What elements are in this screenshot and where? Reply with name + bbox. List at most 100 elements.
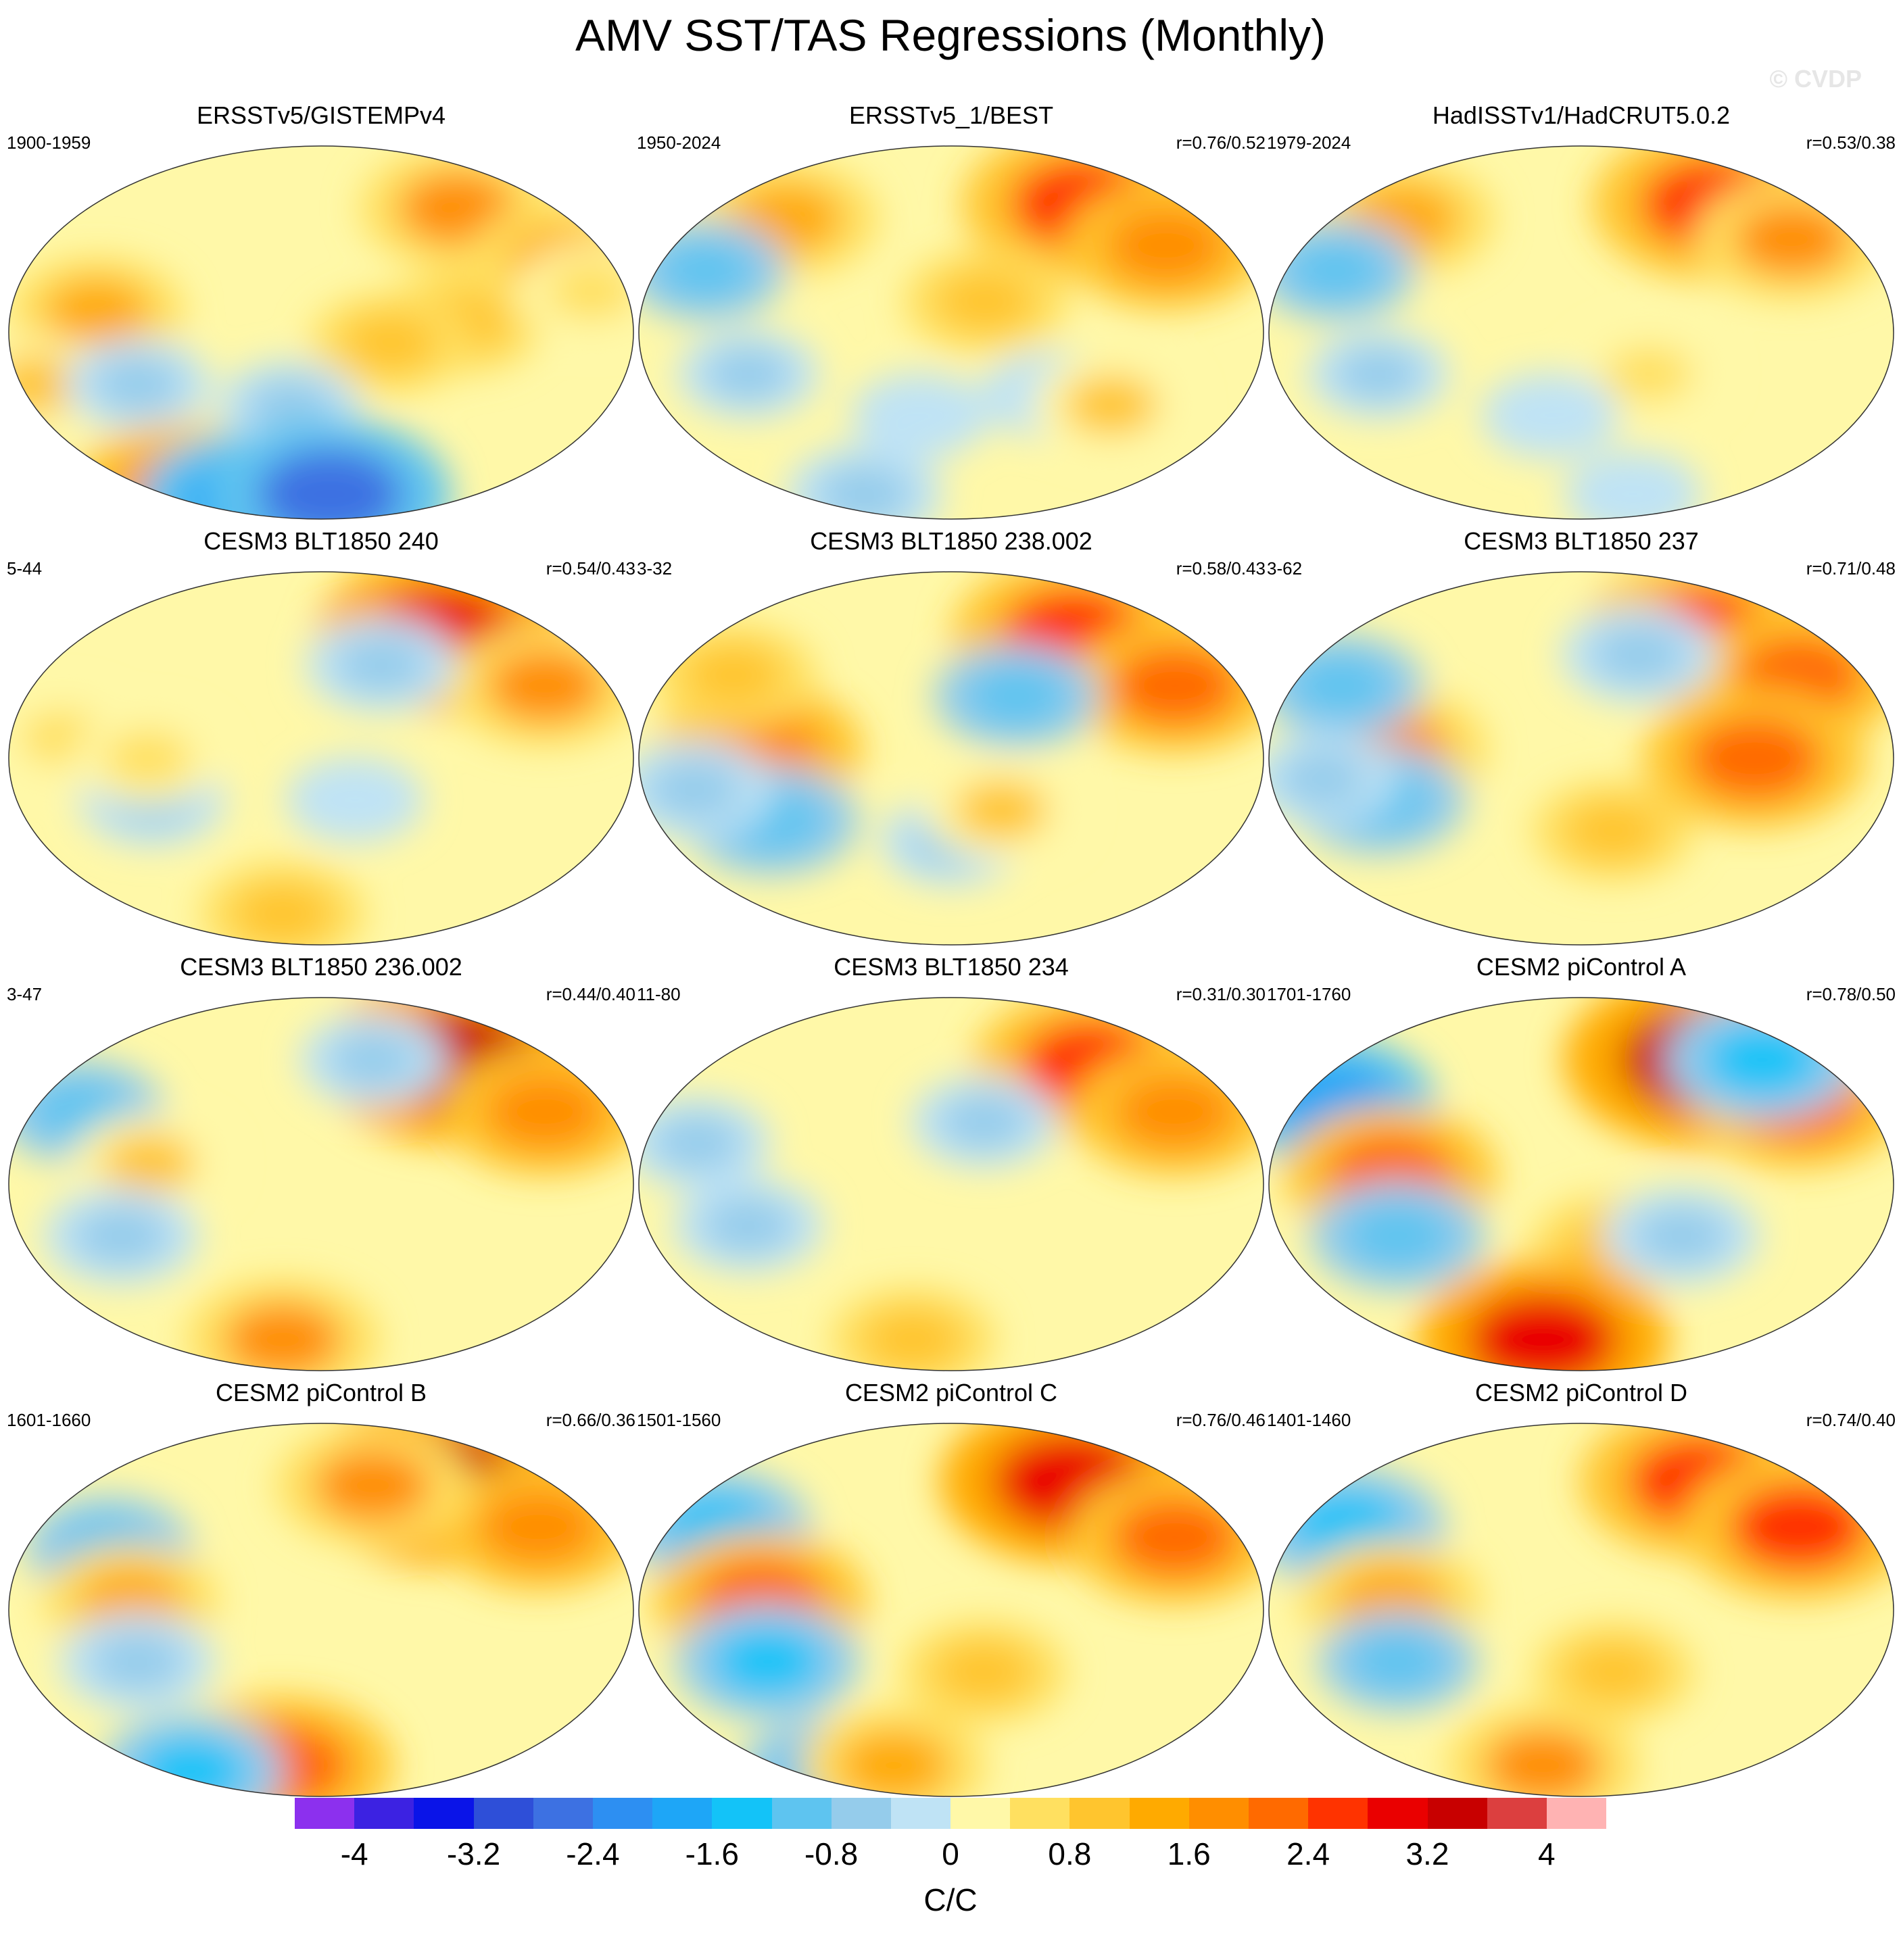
panel-correlation: r=0.76/0.46: [1176, 1410, 1266, 1430]
colorbar-swatch: [414, 1798, 474, 1829]
anomaly-region-core: [233, 882, 333, 945]
panel-correlation: r=0.54/0.43: [546, 558, 635, 579]
colorbar-swatch: [1188, 1798, 1249, 1829]
colorbar-tick-label: 2.4: [1286, 1836, 1330, 1871]
panel-title: ERSSTv5/GISTEMPv4: [196, 101, 446, 129]
anomaly-region-core: [1111, 1497, 1239, 1578]
anomaly-region-core: [653, 1114, 742, 1171]
colorbar-swatch: [473, 1798, 533, 1829]
anomaly-region-core: [967, 664, 1066, 728]
colorbar-tick-label: 0.8: [1048, 1836, 1092, 1871]
regression-map: [8, 145, 634, 520]
anomaly-region-core: [91, 1632, 185, 1692]
panel-title: CESM3 BLT1850 238.002: [810, 527, 1092, 555]
colorbar-swatch: [1308, 1798, 1368, 1829]
anomaly-region-core: [258, 448, 402, 519]
colorbar-swatch: [1069, 1798, 1130, 1829]
colorbar: -4 -3.2 -2.4 -1.6 -0.8 0 0.8 1.6 2.4 3.2 4 C/C: [295, 1798, 1607, 1953]
anomaly-region-core: [103, 731, 192, 786]
map-panel: CESM2 piControl A 1701-1760 r=0.78/0.50: [1267, 953, 1896, 1372]
anomaly-region-core: [1485, 1728, 1601, 1796]
anomaly-region-core: [1605, 346, 1693, 402]
anomaly-region-core: [713, 1627, 823, 1697]
colorbar-tick-label: 0: [942, 1836, 959, 1871]
colorbar-swatch: [295, 1798, 355, 1829]
anomaly-region-core: [1509, 389, 1591, 441]
regression-map: [8, 571, 634, 946]
anomaly-region-core: [1349, 1631, 1446, 1692]
panel-period: 1900-1959: [7, 132, 91, 153]
panel-correlation: r=0.78/0.50: [1806, 984, 1896, 1004]
anomaly-region-core: [1064, 375, 1158, 435]
panel-period: 1401-1460: [1267, 1410, 1351, 1430]
anomaly-region-core: [1592, 468, 1675, 519]
anomaly-region-core: [224, 1302, 341, 1371]
colorbar-swatch: [1010, 1798, 1070, 1829]
anomaly-region-core: [657, 240, 754, 301]
anomaly-region-core: [954, 781, 1048, 840]
anomaly-region-core: [136, 1736, 247, 1796]
anomaly-region-core: [1336, 347, 1421, 401]
panel-correlation: r=0.66/0.36: [546, 1410, 635, 1430]
anomaly-region-core: [1592, 625, 1686, 685]
panel-period: 3-47: [7, 984, 43, 1004]
anomaly-region-core: [1287, 240, 1385, 301]
colorbar-swatch: [890, 1798, 951, 1829]
colorbar-tick-label: -2.4: [566, 1836, 620, 1871]
panel-period: 1979-2024: [1267, 132, 1351, 153]
colorbar-swatch: [771, 1798, 832, 1829]
panel-title: ERSSTv5_1/BEST: [848, 101, 1054, 129]
map-panel: CESM3 BLT1850 237 3-62 r=0.71/0.48: [1267, 527, 1896, 946]
anomaly-region-core: [93, 356, 182, 412]
anomaly-region-core: [1634, 1206, 1728, 1266]
panel-title: CESM2 piControl C: [844, 1379, 1058, 1406]
anomaly-region-core: [101, 1133, 195, 1193]
anomaly-region-core: [940, 1094, 1028, 1150]
anomaly-region-core: [1111, 645, 1239, 727]
panel-correlation: r=0.31/0.30: [1176, 984, 1266, 1004]
anomaly-region-core: [1114, 1073, 1236, 1150]
colorbar-swatch: [1487, 1798, 1547, 1829]
colorbar-swatch: [1249, 1798, 1309, 1829]
map-panel: CESM2 piControl B 1601-1660 r=0.66/0.36: [7, 1379, 635, 1798]
regression-map: [638, 145, 1264, 520]
anomaly-region-core: [1704, 1023, 1821, 1097]
panel-correlation: r=0.58/0.43: [1176, 558, 1266, 579]
map-boundary: [8, 145, 634, 520]
colorbar-unit-label: C/C: [923, 1882, 978, 1917]
anomaly-region-core: [1733, 202, 1850, 276]
colorbar-tick-label: 3.2: [1405, 1836, 1449, 1871]
colorbar-swatch: [652, 1798, 713, 1829]
anomaly-region-core: [478, 1488, 600, 1566]
anomaly-region-core: [863, 1308, 963, 1371]
colorbar-swatches: [295, 1798, 1607, 1829]
anomaly-region-core: [45, 278, 149, 345]
panel-period: 1701-1760: [1267, 984, 1351, 1004]
regression-map: [8, 997, 634, 1371]
anomaly-region-core: [702, 1197, 794, 1254]
panel-correlation: r=0.53/0.38: [1806, 132, 1896, 153]
regression-map: [1268, 571, 1894, 946]
colorbar-swatch: [712, 1798, 772, 1829]
regression-map: [638, 997, 1264, 1371]
anomaly-region-core: [487, 649, 603, 722]
anomaly-region-core: [648, 760, 742, 819]
anomaly-region-core: [1345, 1202, 1451, 1269]
colorbar-swatch: [533, 1798, 593, 1829]
map-boundary: [8, 571, 634, 946]
anomaly-region-core: [936, 270, 1035, 333]
regression-map: [1268, 1423, 1894, 1797]
regression-map: [638, 571, 1264, 946]
map-boundary: [638, 145, 1264, 520]
colorbar-swatch: [1129, 1798, 1189, 1829]
panel-correlation: r=0.76/0.52: [1176, 132, 1266, 153]
panel-correlation: r=0.44/0.40: [546, 984, 635, 1004]
figure-title: AMV SST/TAS Regressions (Monthly): [575, 10, 1326, 60]
colorbar-tick-label: -4: [340, 1836, 368, 1871]
panel-period: 1501-1560: [637, 1410, 721, 1430]
anomaly-region-core: [1566, 1642, 1662, 1702]
anomaly-region-core: [74, 1206, 168, 1266]
colorbar-tick-label: -0.8: [804, 1836, 859, 1871]
map-boundary: [638, 1423, 1264, 1797]
colorbar-swatch: [354, 1798, 414, 1829]
